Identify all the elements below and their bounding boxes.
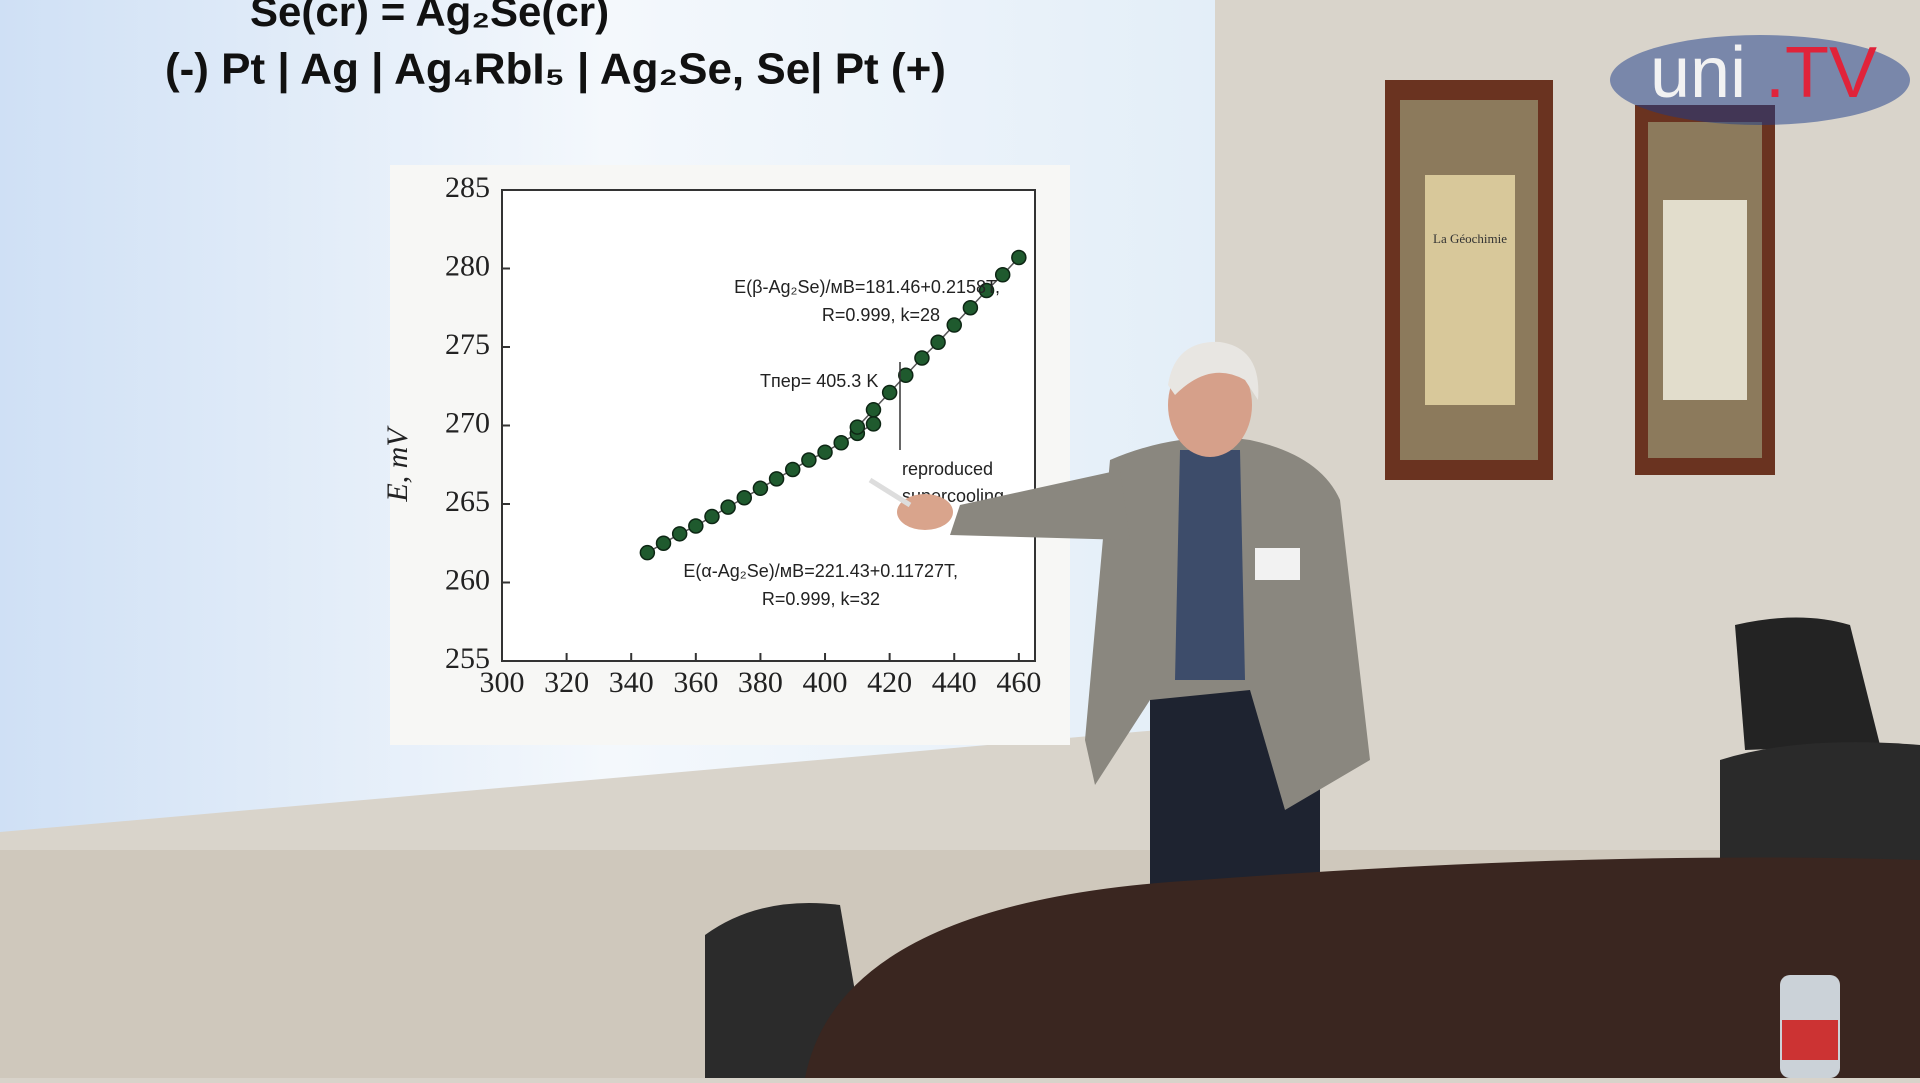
- x-tick-label: 400: [803, 666, 848, 699]
- shirt: [1175, 450, 1245, 680]
- annotation: R=0.999, k=28: [822, 305, 940, 325]
- x-tick-label: 460: [996, 666, 1041, 699]
- chair: [1735, 617, 1880, 750]
- data-point: [704, 508, 720, 525]
- y-tick-label: 260: [445, 563, 490, 596]
- x-tick-label: 340: [609, 666, 654, 699]
- chart: 255 260 265 270 275 280 285 300 320 340 360 380 400 4…: [445, 171, 1041, 699]
- y-tick-label: 280: [445, 249, 490, 282]
- data-point: [671, 526, 688, 542]
- poster: [1425, 175, 1515, 405]
- x-tick-label: 300: [480, 666, 525, 699]
- x-tick-label: 440: [932, 666, 977, 699]
- pointer: [868, 477, 912, 508]
- chair: [1720, 742, 1920, 860]
- data-point: [930, 334, 946, 351]
- y-tick-label: 255: [445, 642, 490, 675]
- data-point: [914, 350, 930, 366]
- poster: [1663, 200, 1747, 400]
- logo-glow: [1610, 35, 1910, 125]
- x-tick-label: 420: [867, 666, 912, 699]
- data-point: [994, 267, 1011, 283]
- annotation: reproduced: [902, 459, 993, 479]
- data-point: [833, 435, 849, 451]
- y-axis-label: E, mV: [381, 425, 414, 503]
- data-point: [817, 444, 833, 460]
- badge: [1255, 548, 1300, 580]
- data-point: [865, 416, 882, 432]
- data-point: [801, 452, 817, 468]
- data-point: [1011, 249, 1027, 266]
- annotation: E(α-Ag₂Se)/мВ=221.43+0.11727T,: [683, 561, 958, 581]
- data-point: [736, 489, 753, 506]
- table: [805, 857, 1920, 1078]
- x-tick-label: 380: [738, 666, 783, 699]
- x-tick-label: 320: [544, 666, 589, 699]
- data-point: [978, 282, 995, 299]
- data-point: [962, 300, 979, 316]
- annotation: Tпер= 405.3 K: [760, 371, 878, 391]
- annotation: E(β-Ag₂Se)/мВ=181.46+0.2158T,: [734, 277, 1000, 297]
- cell-text: (-) Pt | Ag | Ag₄RbI₅ | Ag₂Se, Se| Pt (+…: [165, 45, 946, 95]
- data-point: [849, 419, 866, 435]
- y-tick-label: 265: [445, 485, 490, 518]
- data-point: [688, 518, 704, 534]
- arm: [950, 470, 1130, 540]
- data-point: [865, 402, 882, 418]
- poster-title: La Géochimie: [1433, 231, 1507, 246]
- reaction-text: Se(cr) = Ag₂Se(cr): [250, 0, 609, 35]
- logo-text: uni: [1650, 33, 1746, 113]
- plot-area: [501, 189, 1036, 662]
- data-point: [752, 480, 769, 497]
- y-tick-label: 270: [445, 406, 490, 439]
- y-tick-label: 285: [445, 171, 490, 204]
- data-point: [639, 544, 656, 561]
- y-tick-label: 275: [445, 328, 490, 361]
- bottle-label: [1782, 1020, 1838, 1060]
- data-point: [768, 471, 785, 487]
- data-point: [881, 384, 898, 401]
- data-point: [898, 367, 914, 384]
- data-point: [784, 461, 801, 478]
- data-point: [720, 499, 736, 515]
- logo-text: .TV: [1765, 33, 1877, 113]
- data-point: [655, 535, 672, 551]
- x-tick-label: 360: [673, 666, 718, 699]
- data-point: [946, 317, 962, 333]
- hair: [1168, 341, 1259, 400]
- annotation: R=0.999, k=32: [762, 589, 880, 609]
